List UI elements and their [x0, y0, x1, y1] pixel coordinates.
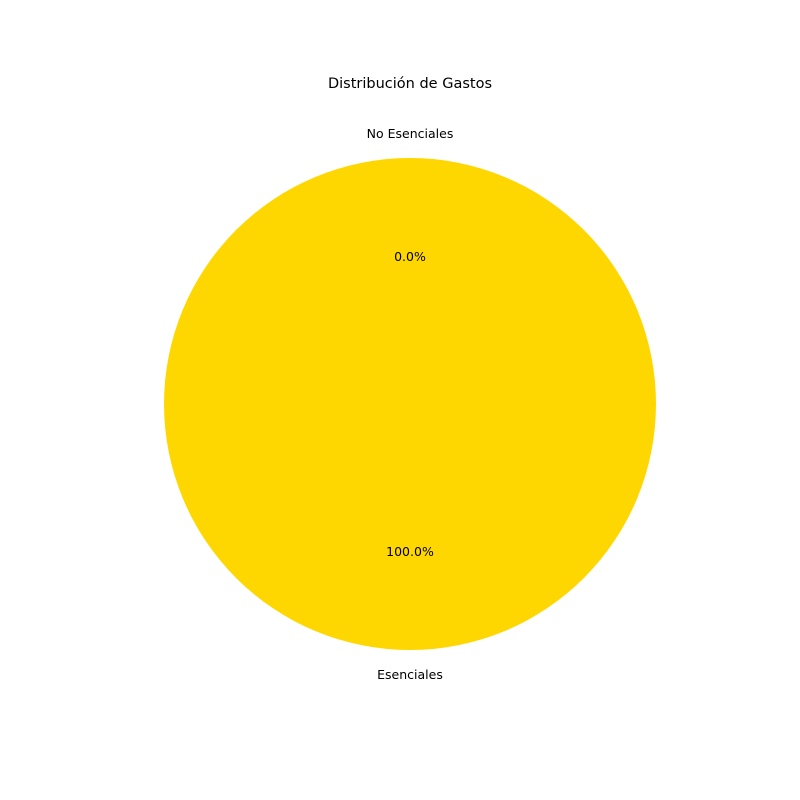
pie-slice-esenciales: [164, 158, 656, 650]
slice-label-esenciales: Esenciales: [377, 667, 443, 682]
pie-slices: [164, 158, 656, 650]
slice-percent-no-esenciales: 0.0%: [394, 249, 426, 264]
chart-title: Distribución de Gastos: [328, 76, 492, 92]
slice-percent-esenciales: 100.0%: [386, 544, 434, 559]
slice-label-no-esenciales: No Esenciales: [367, 126, 454, 141]
pie-labels: Esenciales 100.0% No Esenciales 0.0%: [367, 126, 454, 682]
